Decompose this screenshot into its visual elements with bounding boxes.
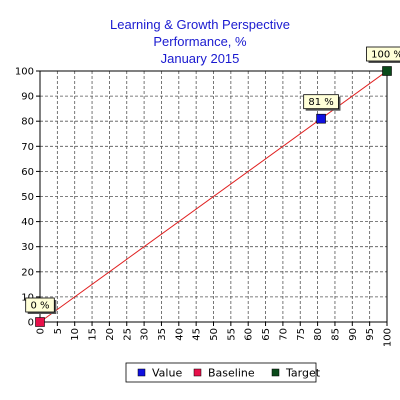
legend-label: Baseline xyxy=(208,367,255,380)
y-tick-label: 20 xyxy=(21,267,34,278)
x-tick-label: 25 xyxy=(122,328,133,341)
legend-label: Target xyxy=(285,367,321,380)
y-tick-label: 80 xyxy=(21,117,34,128)
x-tick-label: 5 xyxy=(53,328,64,334)
x-tick-label: 75 xyxy=(296,328,307,341)
x-tick-label: 55 xyxy=(226,328,237,341)
chart-title: Learning & Growth Perspective xyxy=(110,17,290,32)
legend-item-value: Value xyxy=(137,367,182,380)
x-tick-label: 60 xyxy=(244,328,255,341)
y-tick-label: 50 xyxy=(21,192,34,203)
x-tick-label: 50 xyxy=(209,328,220,341)
legend-label: Value xyxy=(152,367,182,380)
x-tick-label: 35 xyxy=(157,328,168,341)
legend-item-baseline: Baseline xyxy=(193,367,255,380)
x-tick-label: 100 xyxy=(383,328,394,347)
x-tick-label: 0 xyxy=(36,328,47,334)
y-tick-label: 90 xyxy=(21,92,34,103)
callout-box xyxy=(303,94,339,110)
x-tick-label: 70 xyxy=(278,328,289,341)
trend-line xyxy=(39,70,388,323)
legend-swatch xyxy=(271,368,280,377)
callout-box xyxy=(25,297,55,313)
callout-text: 0 % xyxy=(30,301,49,312)
y-tick-label: 60 xyxy=(21,167,34,178)
legend-box xyxy=(125,362,317,383)
x-tick-label: 10 xyxy=(70,328,81,341)
legend-swatch xyxy=(193,368,202,377)
x-tick-label: 85 xyxy=(330,328,341,341)
x-tick-label: 80 xyxy=(313,328,324,341)
legend-swatch xyxy=(137,368,146,377)
baseline-data-label: 0 % xyxy=(25,297,57,314)
y-tick-label: 0 xyxy=(28,318,34,329)
x-tick-label: 65 xyxy=(261,328,272,341)
y-tick-label: 70 xyxy=(21,142,34,153)
chart-date: January 2015 xyxy=(161,51,240,66)
y-tick-label: 30 xyxy=(21,242,34,253)
x-tick-label: 90 xyxy=(348,328,359,341)
target-point xyxy=(382,66,392,76)
callout-box xyxy=(366,46,400,62)
chart-subtitle: Performance, % xyxy=(153,34,247,49)
baseline-point xyxy=(35,317,45,327)
value-data-label: 81 % xyxy=(303,94,341,111)
legend-item-target: Target xyxy=(271,367,321,380)
x-tick-label: 30 xyxy=(140,328,151,341)
y-tick-label: 100 xyxy=(15,67,34,78)
x-tick-label: 45 xyxy=(192,328,203,341)
target-data-label: 100 % xyxy=(366,46,400,63)
y-tick-label: 40 xyxy=(21,217,34,228)
x-tick-label: 15 xyxy=(88,328,99,341)
callout-text: 81 % xyxy=(308,97,333,108)
callout-text: 100 % xyxy=(371,50,400,61)
value-point xyxy=(316,113,326,124)
x-tick-label: 20 xyxy=(105,328,116,341)
x-tick-label: 95 xyxy=(365,328,376,341)
x-tick-label: 40 xyxy=(174,328,185,341)
